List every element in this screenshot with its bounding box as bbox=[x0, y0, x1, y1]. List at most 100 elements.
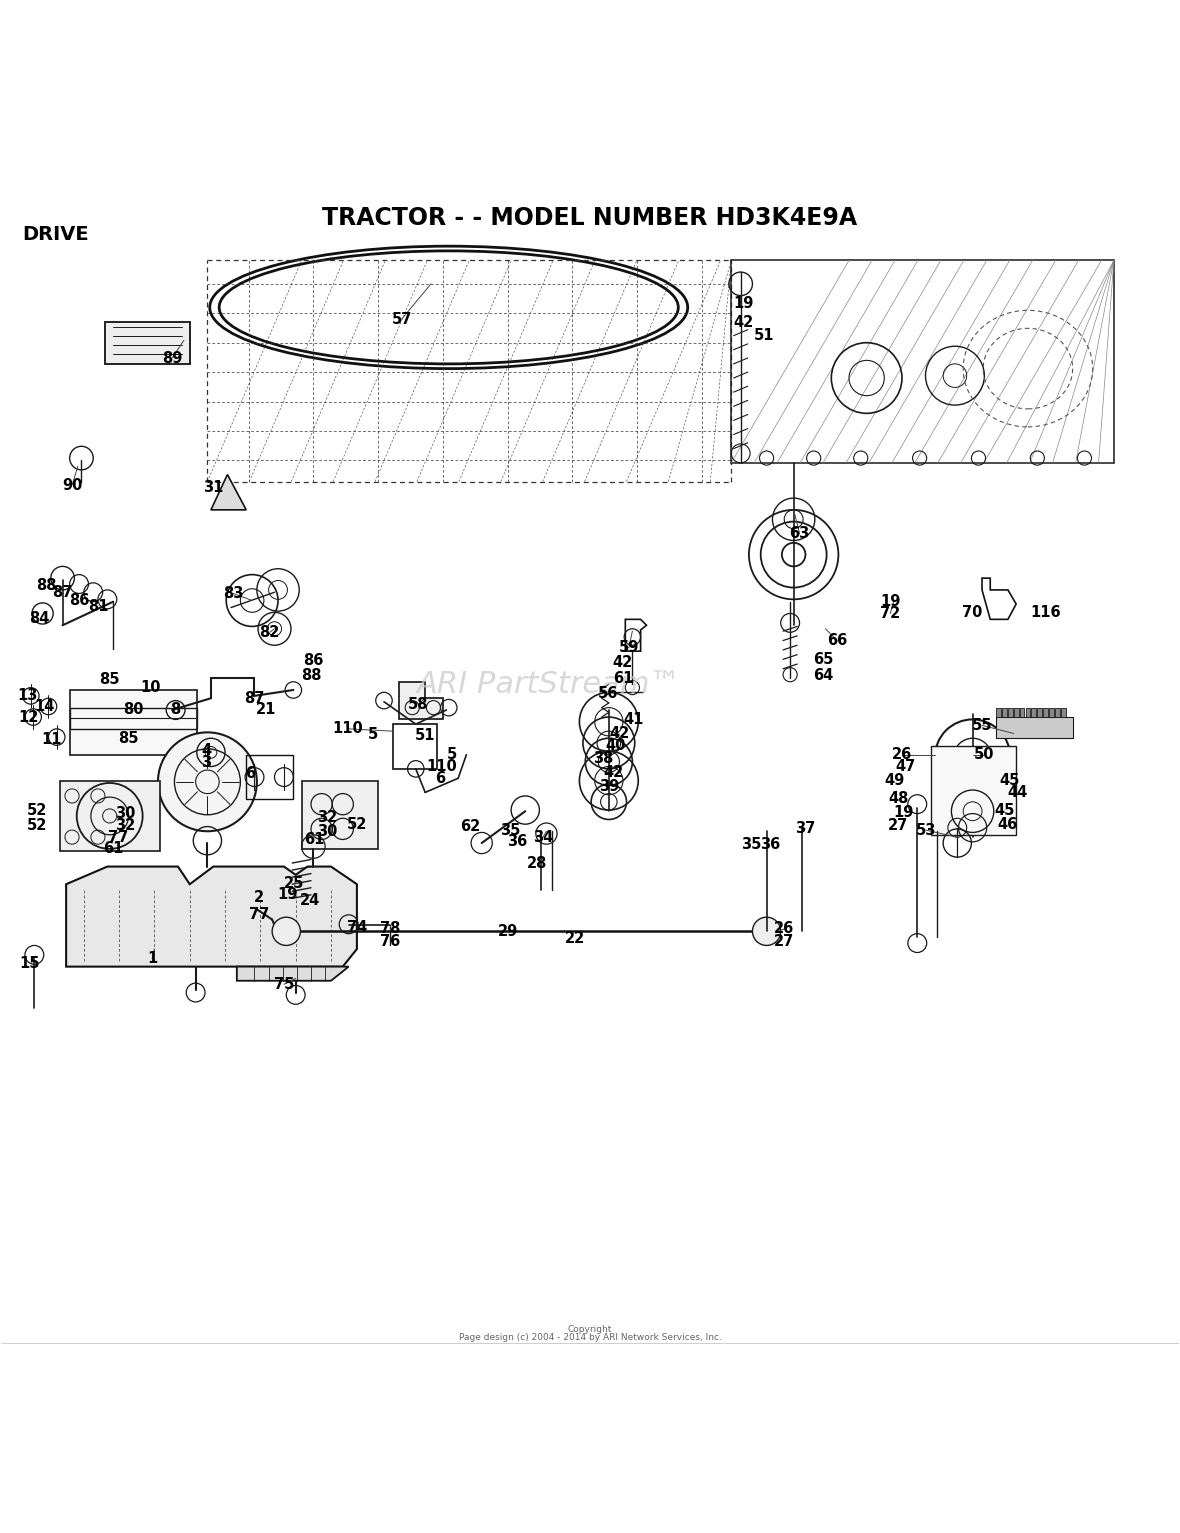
Text: TRACTOR - - MODEL NUMBER HD3K4E9A: TRACTOR - - MODEL NUMBER HD3K4E9A bbox=[322, 205, 858, 230]
Polygon shape bbox=[66, 866, 356, 967]
Bar bbox=[60, 780, 160, 851]
Bar bbox=[70, 690, 197, 754]
Bar bbox=[1008, 708, 1012, 717]
Text: 19: 19 bbox=[733, 296, 753, 311]
Text: 44: 44 bbox=[1008, 785, 1028, 800]
Text: 85: 85 bbox=[99, 671, 120, 687]
Text: 13: 13 bbox=[17, 688, 38, 704]
Circle shape bbox=[753, 917, 781, 946]
Bar bbox=[996, 717, 1073, 739]
Bar bbox=[1031, 708, 1036, 717]
Text: Page design (c) 2004 - 2014 by ARI Network Services, Inc.: Page design (c) 2004 - 2014 by ARI Netwo… bbox=[459, 1334, 721, 1341]
Text: 30: 30 bbox=[114, 806, 136, 822]
Bar bbox=[996, 708, 1001, 717]
Text: 52: 52 bbox=[26, 819, 47, 832]
Text: 32: 32 bbox=[317, 809, 337, 825]
Text: 14: 14 bbox=[34, 699, 55, 714]
Text: 26: 26 bbox=[892, 747, 912, 762]
Text: 86: 86 bbox=[68, 593, 90, 609]
Text: 64: 64 bbox=[813, 668, 833, 684]
Text: 70: 70 bbox=[963, 606, 983, 619]
Text: 6: 6 bbox=[435, 771, 446, 786]
Text: 62: 62 bbox=[460, 819, 480, 834]
Text: 81: 81 bbox=[87, 599, 109, 613]
Text: 75: 75 bbox=[274, 977, 294, 992]
Text: 48: 48 bbox=[889, 791, 909, 806]
Text: 50: 50 bbox=[975, 747, 995, 762]
Text: 46: 46 bbox=[998, 817, 1018, 832]
Text: 42: 42 bbox=[612, 656, 634, 670]
Text: 86: 86 bbox=[303, 653, 323, 668]
Text: 29: 29 bbox=[498, 924, 518, 938]
Text: 24: 24 bbox=[300, 894, 320, 908]
Text: 49: 49 bbox=[885, 773, 905, 788]
Text: 76: 76 bbox=[380, 935, 400, 949]
Text: 66: 66 bbox=[827, 633, 847, 648]
Text: 65: 65 bbox=[813, 652, 833, 667]
Text: 3: 3 bbox=[201, 756, 211, 771]
Text: 51: 51 bbox=[415, 728, 435, 744]
Text: 39: 39 bbox=[598, 779, 620, 794]
Text: 63: 63 bbox=[789, 526, 809, 541]
Bar bbox=[1055, 708, 1060, 717]
Text: 110: 110 bbox=[426, 759, 457, 774]
Text: 84: 84 bbox=[28, 610, 50, 625]
Text: 74: 74 bbox=[347, 920, 367, 935]
Text: 78: 78 bbox=[380, 921, 400, 937]
Text: 59: 59 bbox=[618, 641, 640, 655]
Text: 80: 80 bbox=[123, 702, 144, 717]
Text: 5: 5 bbox=[447, 747, 458, 762]
Text: 77: 77 bbox=[107, 829, 129, 845]
Text: 56: 56 bbox=[597, 685, 618, 701]
Text: 61: 61 bbox=[304, 832, 324, 848]
Text: 5: 5 bbox=[368, 727, 379, 742]
Polygon shape bbox=[275, 926, 284, 934]
Text: 6: 6 bbox=[244, 766, 255, 780]
Text: 87: 87 bbox=[244, 691, 264, 705]
Polygon shape bbox=[399, 682, 442, 719]
Text: 30: 30 bbox=[317, 823, 337, 839]
Bar bbox=[931, 747, 1016, 835]
Text: 72: 72 bbox=[880, 606, 900, 621]
Text: 34: 34 bbox=[533, 829, 553, 845]
Text: 90: 90 bbox=[61, 478, 83, 492]
Circle shape bbox=[158, 733, 257, 831]
Text: 21: 21 bbox=[256, 702, 276, 717]
Text: Copyright: Copyright bbox=[568, 1325, 612, 1334]
Text: 19: 19 bbox=[277, 888, 297, 903]
Text: 61: 61 bbox=[103, 842, 124, 857]
Text: 10: 10 bbox=[140, 681, 162, 694]
Text: 58: 58 bbox=[408, 696, 428, 711]
Text: 116: 116 bbox=[1030, 606, 1061, 619]
Text: 38: 38 bbox=[592, 751, 614, 766]
Text: 37: 37 bbox=[795, 822, 815, 837]
Bar bbox=[1025, 708, 1030, 717]
Text: 82: 82 bbox=[260, 625, 280, 639]
Text: 52: 52 bbox=[26, 803, 47, 817]
Text: 36: 36 bbox=[507, 834, 527, 849]
Bar bbox=[1014, 708, 1018, 717]
Text: 2: 2 bbox=[254, 889, 264, 904]
Text: 22: 22 bbox=[564, 931, 585, 946]
Text: 88: 88 bbox=[301, 668, 321, 684]
Text: 45: 45 bbox=[995, 803, 1015, 817]
Text: 35: 35 bbox=[741, 837, 761, 852]
Text: 8: 8 bbox=[170, 702, 181, 717]
Text: 83: 83 bbox=[223, 586, 243, 601]
Text: 32: 32 bbox=[114, 819, 136, 832]
Text: 42: 42 bbox=[603, 765, 624, 780]
Bar bbox=[1037, 708, 1042, 717]
Text: 26: 26 bbox=[774, 921, 794, 937]
Text: 12: 12 bbox=[18, 710, 39, 725]
Text: 85: 85 bbox=[118, 731, 139, 745]
Polygon shape bbox=[237, 967, 348, 981]
Text: 28: 28 bbox=[526, 855, 548, 871]
Text: 45: 45 bbox=[999, 773, 1020, 788]
Text: 61: 61 bbox=[612, 671, 634, 685]
Text: 36: 36 bbox=[760, 837, 780, 852]
Circle shape bbox=[273, 917, 301, 946]
Text: 41: 41 bbox=[623, 711, 644, 727]
Text: 4: 4 bbox=[201, 742, 211, 757]
Text: 51: 51 bbox=[754, 328, 774, 343]
Bar bbox=[1002, 708, 1007, 717]
